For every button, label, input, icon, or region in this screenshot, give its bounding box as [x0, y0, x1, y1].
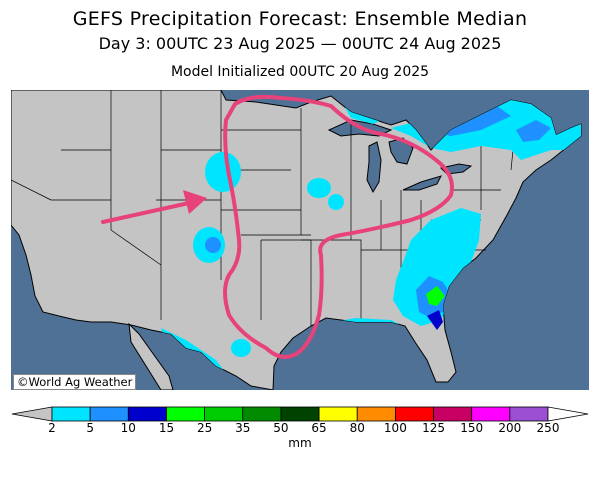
colorbar-cell [433, 406, 473, 422]
colorbar-cell [318, 406, 358, 422]
colorbar-tick-label: 35 [235, 421, 251, 435]
colorbar-tick-label: 65 [311, 421, 327, 435]
colorbar-tick-label: 5 [86, 421, 94, 435]
colorbar-cell [204, 406, 244, 422]
forecast-period: Day 3: 00UTC 23 Aug 2025 — 00UTC 24 Aug … [98, 34, 502, 53]
colorbar-tick-label: 150 [460, 421, 484, 435]
colorbar-cell [356, 406, 396, 422]
colorbar-cell [280, 406, 320, 422]
colorbar-cell [394, 406, 434, 422]
colorbar-tick-label: 100 [383, 421, 407, 435]
colorbar-cell [89, 406, 129, 422]
colorbar-tick-label: 200 [498, 421, 522, 435]
colorbar-cell [509, 406, 549, 422]
colorbar-tick-label: 2 [48, 421, 56, 435]
colorbar [11, 406, 589, 422]
colorbar-cell [242, 406, 282, 422]
colorbar-tick-label: 25 [196, 421, 213, 435]
map-title: GEFS Precipitation Forecast: Ensemble Me… [72, 8, 528, 30]
colorbar-tick-label: 15 [158, 421, 175, 435]
colorbar-cell [127, 406, 167, 422]
colorbar-tick-label: 10 [120, 421, 136, 435]
colorbar-cell [471, 406, 511, 422]
map-credit: ©World Ag Weather [13, 374, 137, 390]
colorbar-cell [51, 406, 91, 422]
annotation-outline [223, 94, 454, 359]
colorbar-tick-label: 125 [422, 421, 445, 435]
baja-peninsula [128, 322, 174, 390]
precip-map [11, 90, 589, 390]
colorbar-over [547, 406, 589, 422]
colorbar-tick-label: 80 [349, 421, 365, 435]
model-init: Model Initialized 00UTC 20 Aug 2025 [170, 64, 430, 80]
colorbar-cell [166, 406, 206, 422]
colorbar-unit: mm [288, 436, 312, 450]
colorbar-under [11, 406, 53, 422]
annotation-arrow [101, 190, 207, 224]
colorbar-tick-label: 250 [536, 421, 560, 435]
colorbar-tick-label: 50 [273, 421, 289, 435]
